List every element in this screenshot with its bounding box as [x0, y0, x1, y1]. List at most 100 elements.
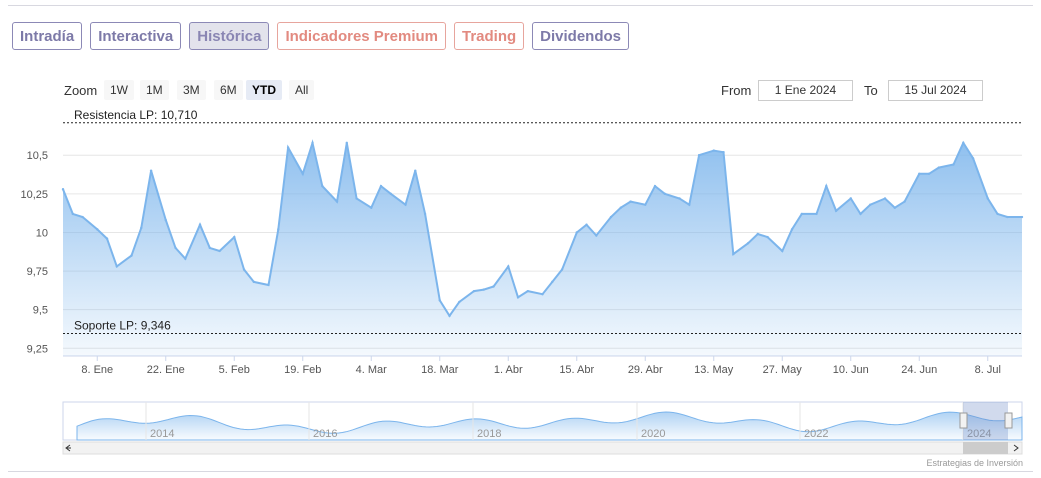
- data-point: [688, 203, 691, 206]
- y-tick-label: 9,75: [27, 266, 48, 278]
- data-point: [996, 212, 999, 216]
- navigator-tick-label: 2024: [967, 428, 991, 440]
- data-point: [208, 246, 211, 250]
- top-divider: [8, 5, 1033, 6]
- x-tick-label: 24. Jun: [901, 364, 937, 376]
- data-point: [174, 246, 177, 250]
- data-point: [458, 300, 461, 304]
- data-point: [507, 265, 510, 268]
- navigator[interactable]: 2014 2016 2018 2020 2022 2024: [62, 401, 1023, 455]
- y-tick-label: 10,25: [20, 189, 48, 201]
- data-point: [937, 166, 941, 169]
- data-point: [370, 206, 373, 209]
- data-point: [81, 215, 84, 219]
- data-point: [629, 200, 632, 203]
- data-point: [541, 293, 544, 296]
- data-point: [1020, 215, 1024, 219]
- from-label: From: [721, 83, 752, 98]
- tab-trading[interactable]: Trading: [454, 22, 525, 50]
- tab-indicadores-premium[interactable]: Indicadores Premium: [277, 22, 446, 50]
- tab-interactiva[interactable]: Interactiva: [90, 22, 182, 50]
- data-point: [492, 285, 495, 288]
- scrollbar-thumb: [963, 442, 1008, 454]
- navigator-tick-label: 2022: [804, 428, 828, 440]
- data-point: [883, 197, 887, 200]
- navigator-tick-label: 2020: [641, 428, 665, 440]
- x-tick-label: 13. May: [694, 364, 734, 376]
- zoom-6m-button[interactable]: 6M: [214, 80, 243, 100]
- data-point: [746, 242, 750, 245]
- data-point: [575, 231, 578, 234]
- tab-intradia[interactable]: Intradía: [12, 22, 83, 50]
- x-tick-label: 8. Ene: [81, 364, 113, 376]
- data-point: [619, 206, 622, 209]
- y-tick-label: 9,5: [33, 305, 48, 317]
- data-point: [482, 288, 485, 291]
- x-tick-label: 22. Ene: [147, 364, 185, 376]
- from-date-input[interactable]: 1 Ene 2024: [758, 80, 853, 101]
- x-tick-label: 5. Feb: [219, 364, 250, 376]
- data-point: [184, 257, 187, 260]
- to-date-input[interactable]: 15 Jul 2024: [888, 80, 983, 101]
- data-point: [560, 268, 564, 271]
- x-tick-label: 29. Abr: [628, 364, 663, 376]
- data-point: [644, 203, 647, 206]
- data-point: [927, 172, 931, 175]
- navigator-tick-label: 2018: [477, 428, 501, 440]
- bottom-divider: [8, 471, 1033, 472]
- data-point: [781, 249, 784, 253]
- data-point: [790, 228, 794, 231]
- data-point: [732, 252, 735, 256]
- price-area: [63, 142, 1022, 356]
- data-point: [345, 141, 348, 145]
- data-point: [952, 163, 955, 166]
- data-point: [301, 172, 304, 175]
- data-point: [815, 212, 818, 216]
- tab-dividendos[interactable]: Dividendos: [532, 22, 630, 50]
- data-point: [438, 299, 441, 302]
- data-point: [149, 169, 153, 172]
- data-point: [834, 209, 838, 213]
- data-point: [516, 296, 520, 299]
- data-point: [321, 184, 324, 188]
- data-point: [242, 268, 246, 271]
- data-point: [903, 200, 906, 203]
- x-tick-label: 1. Abr: [494, 364, 523, 376]
- data-point: [859, 212, 862, 216]
- resistance-label: Resistencia LP: 10,710: [74, 108, 198, 122]
- data-point: [1006, 215, 1009, 219]
- data-point: [355, 197, 358, 200]
- data-point: [130, 254, 133, 257]
- data-point: [766, 235, 769, 239]
- navigator-frame: [62, 401, 1023, 441]
- data-point: [164, 218, 167, 222]
- zoom-1m-button[interactable]: 1M: [140, 80, 169, 100]
- data-point: [722, 150, 725, 154]
- tab-historica[interactable]: Histórica: [189, 22, 270, 50]
- data-point: [198, 223, 202, 226]
- zoom-all-button[interactable]: All: [289, 80, 315, 100]
- x-tick-label: 18. Mar: [421, 364, 459, 376]
- data-point: [551, 280, 554, 284]
- zoom-label: Zoom: [64, 83, 98, 98]
- data-point: [335, 200, 339, 203]
- zoom-ytd-button[interactable]: YTD: [246, 80, 282, 100]
- data-point: [252, 280, 256, 284]
- data-point: [389, 192, 393, 196]
- data-point: [697, 154, 701, 157]
- data-point: [423, 212, 427, 216]
- to-label: To: [864, 83, 878, 98]
- x-tick-label: 19. Feb: [284, 364, 321, 376]
- tab-bar: Intradía Interactiva Histórica Indicador…: [12, 22, 630, 50]
- data-point: [414, 169, 417, 172]
- scroll-left-icon: [65, 444, 71, 452]
- data-point: [756, 232, 759, 236]
- x-tick-label: 10. Jun: [833, 364, 869, 376]
- x-tick-label: 8. Jul: [975, 364, 1001, 376]
- data-point: [115, 265, 119, 268]
- zoom-1w-button[interactable]: 1W: [104, 80, 134, 100]
- zoom-3m-button[interactable]: 3M: [177, 80, 206, 100]
- y-tick-label: 10: [36, 227, 48, 239]
- scroll-right-icon: [1013, 444, 1019, 452]
- data-point: [277, 228, 280, 231]
